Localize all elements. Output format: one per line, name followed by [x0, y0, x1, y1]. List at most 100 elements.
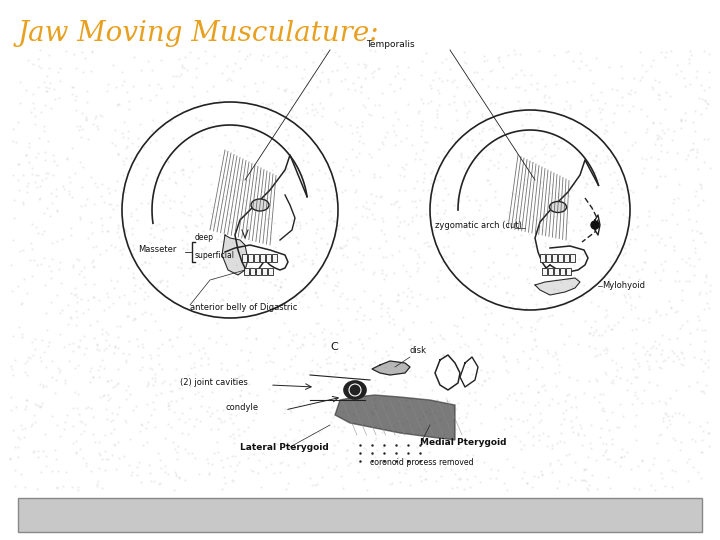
Point	[690, 148, 702, 157]
Point	[152, 449, 163, 458]
Point	[45, 211, 56, 220]
Point	[641, 155, 652, 164]
Point	[459, 101, 471, 110]
Point	[122, 264, 134, 273]
Point	[132, 134, 144, 143]
Point	[654, 430, 665, 439]
Point	[100, 404, 112, 413]
Point	[26, 338, 37, 346]
Point	[590, 151, 602, 160]
Point	[315, 234, 327, 242]
Point	[360, 446, 372, 455]
Point	[136, 363, 148, 372]
Point	[566, 402, 577, 411]
Point	[277, 165, 289, 174]
Point	[20, 85, 32, 94]
Point	[567, 427, 579, 436]
Point	[657, 417, 669, 426]
Point	[405, 341, 416, 349]
Point	[403, 299, 415, 307]
Point	[479, 52, 490, 60]
Point	[230, 307, 241, 315]
Point	[342, 406, 354, 415]
Point	[328, 158, 339, 167]
Point	[626, 301, 637, 309]
Ellipse shape	[549, 201, 567, 213]
Point	[369, 100, 381, 109]
Point	[431, 293, 443, 302]
Point	[141, 437, 153, 446]
Point	[20, 151, 32, 159]
Point	[517, 398, 528, 407]
Point	[562, 47, 573, 56]
Point	[279, 430, 291, 439]
Point	[655, 363, 667, 372]
Point	[35, 107, 46, 116]
Point	[660, 355, 671, 364]
Point	[112, 322, 123, 330]
Point	[366, 69, 378, 78]
Point	[280, 136, 292, 144]
Point	[123, 350, 135, 359]
Point	[462, 342, 474, 350]
Point	[633, 292, 644, 300]
Point	[50, 192, 62, 201]
Point	[195, 354, 207, 362]
Point	[307, 339, 319, 348]
Point	[683, 215, 695, 224]
Point	[629, 390, 641, 399]
Point	[149, 370, 161, 379]
Point	[176, 166, 187, 174]
Point	[74, 336, 86, 345]
Point	[51, 421, 63, 429]
Point	[23, 139, 35, 147]
Point	[596, 330, 608, 339]
Point	[349, 219, 361, 228]
Point	[444, 366, 455, 374]
Point	[601, 455, 613, 463]
Point	[251, 334, 262, 342]
Point	[218, 472, 230, 481]
Point	[580, 477, 592, 486]
Point	[348, 439, 359, 448]
Point	[246, 124, 258, 133]
Point	[603, 263, 615, 272]
Point	[162, 402, 174, 410]
Point	[43, 262, 55, 271]
Point	[248, 132, 259, 140]
Point	[40, 362, 51, 371]
Point	[584, 342, 595, 351]
Point	[167, 81, 179, 90]
Point	[33, 134, 45, 143]
Point	[298, 459, 310, 468]
Point	[446, 77, 458, 86]
Point	[417, 411, 428, 420]
Point	[616, 74, 628, 83]
Point	[690, 325, 702, 333]
Point	[421, 442, 433, 450]
Point	[283, 168, 294, 177]
Point	[697, 94, 708, 103]
Point	[144, 363, 156, 372]
Point	[282, 305, 293, 314]
Point	[70, 436, 81, 445]
Point	[311, 293, 323, 301]
Point	[521, 174, 532, 183]
Point	[124, 435, 135, 443]
Point	[332, 197, 343, 206]
Point	[555, 320, 567, 328]
Point	[72, 361, 84, 369]
Point	[598, 220, 610, 228]
Point	[104, 199, 115, 208]
Point	[376, 225, 387, 234]
Point	[482, 165, 494, 173]
Point	[357, 264, 369, 273]
Point	[415, 70, 427, 79]
Point	[594, 159, 606, 167]
Point	[386, 251, 397, 259]
Point	[675, 360, 687, 368]
Point	[528, 472, 540, 481]
Point	[451, 328, 462, 337]
Point	[393, 203, 405, 212]
Point	[627, 262, 639, 271]
